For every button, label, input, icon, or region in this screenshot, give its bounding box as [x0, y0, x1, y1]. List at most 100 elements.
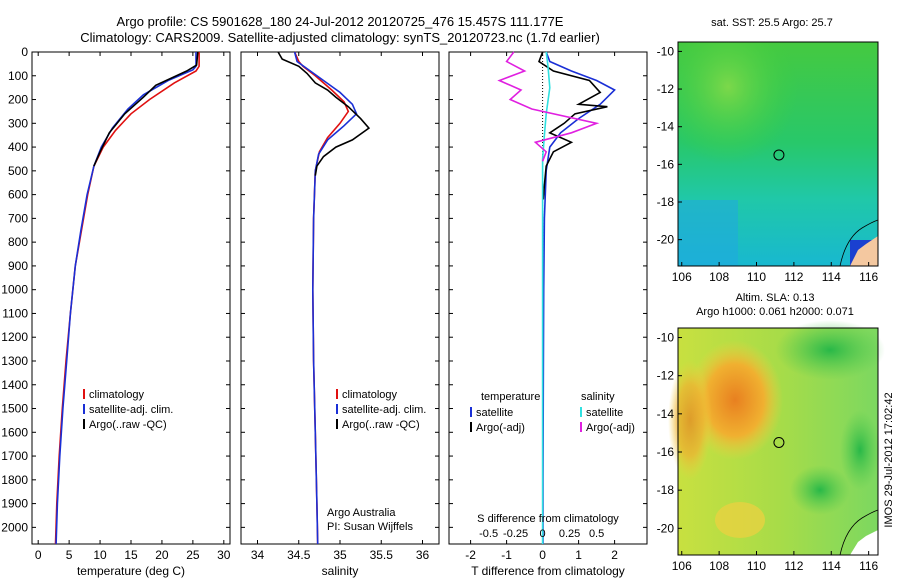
- series-satellite-sal: [541, 51, 551, 544]
- y-tick-label: 1100: [2, 306, 28, 320]
- y-tick-label: 300: [8, 116, 28, 130]
- legend-header-salinity: salinity: [581, 391, 615, 403]
- x-axis-label: salinity: [322, 564, 359, 578]
- legend-label: satellite-adj. clim.: [89, 404, 173, 416]
- legend-label: Argo(-adj): [586, 422, 635, 434]
- sst-map-axes: 106 108 110 112 114 116 -10 -12 -14 -16 -18 -20: [657, 41, 879, 284]
- pi-annotation: Argo Australia: [327, 507, 396, 519]
- series-argo-raw-qc-: [93, 51, 199, 167]
- map-x-tick-label: 114: [822, 270, 841, 284]
- x-tick-label: 15: [124, 548, 138, 562]
- x-tick-label: -2: [465, 548, 476, 562]
- salinity-panel: 34 34.5 35 35.5 36 salinity climatology satelli…: [240, 51, 440, 578]
- map-x-tick-label: 114: [822, 559, 841, 573]
- map-y-tick-label: -14: [657, 120, 675, 134]
- map-x-tick-label: 108: [709, 559, 729, 573]
- x-tick-label: 35: [333, 548, 347, 562]
- map-y-tick-label: -20: [657, 233, 675, 247]
- s-tick-label: -0.5: [479, 528, 498, 540]
- map-x-tick-label: 110: [747, 270, 766, 284]
- legend-label: satellite: [476, 407, 513, 419]
- map-y-tick-label: -16: [657, 157, 675, 171]
- y-tick-label: 1800: [1, 473, 28, 487]
- sla-map-image: [668, 320, 885, 556]
- pi-annotation: PI: Susan Wijffels: [327, 521, 413, 533]
- figure-title-line2: Climatology: CARS2009. Satellite-adjuste…: [80, 30, 600, 45]
- difference-panel: -2 -1 0 1 2 T difference from climatology temp…: [448, 51, 648, 578]
- map-x-tick-label: 106: [672, 270, 692, 284]
- map-x-tick-label: 112: [784, 559, 803, 573]
- map-x-tick-label: 106: [672, 559, 692, 573]
- x-axis-label: temperature (deg C): [77, 564, 185, 578]
- x-tick-label: 34: [251, 548, 265, 562]
- map-y-tick-label: -14: [657, 407, 675, 421]
- imos-timestamp: IMOS 29-Jul-2012 17:02:42: [883, 392, 895, 527]
- legend-label: satellite: [586, 407, 623, 419]
- sla-map-title-line2: Argo h1000: 0.061 h2000: 0.071: [696, 306, 854, 318]
- series-satellite-adj-clim-: [55, 52, 197, 545]
- map-x-tick-label: 110: [747, 559, 766, 573]
- map-y-tick-label: -10: [657, 331, 675, 345]
- map-x-tick-label: 116: [859, 559, 878, 573]
- map-y-tick-label: -20: [657, 521, 675, 535]
- legend-label: satellite-adj. clim.: [342, 404, 426, 416]
- salinity-panel-frame: [240, 51, 440, 545]
- temperature-panel: 0 5 10 15 20 25 30 temperature (deg C) 0 100 200 30…: [1, 45, 231, 578]
- figure-title-line1: Argo profile: CS 5901628_180 24-Jul-2012…: [117, 14, 564, 29]
- map-y-tick-label: -12: [657, 369, 675, 383]
- sst-map-image: [678, 42, 879, 267]
- x-tick-label: 36: [416, 548, 430, 562]
- y-tick-label: 500: [8, 164, 28, 178]
- sst-map-title: sat. SST: 25.5 Argo: 25.7: [711, 17, 833, 29]
- y-tick-label: 600: [8, 188, 28, 202]
- y-tick-label: 1500: [1, 402, 28, 416]
- y-tick-label: 1700: [1, 449, 28, 463]
- x-tick-label: 25: [186, 548, 200, 562]
- series-argo-adj-sal: [497, 51, 600, 162]
- y-tick-label: 1400: [1, 378, 28, 392]
- series-argo-raw-qc-: [277, 51, 371, 176]
- argo-location-marker: [773, 149, 785, 161]
- x-tick-label: 34.5: [287, 548, 311, 562]
- sla-map-title-line1: Altim. SLA: 0.13: [736, 292, 815, 304]
- x-tick-label: 10: [93, 548, 107, 562]
- y-tick-label: 200: [8, 93, 28, 107]
- series-satellite-adj-clim-: [293, 51, 358, 545]
- legend-label: Argo(..raw -QC): [342, 419, 420, 431]
- series-argo-adj-: [538, 51, 608, 200]
- y-tick-label: 900: [8, 259, 28, 273]
- map-frame: [677, 327, 879, 556]
- x-tick-label: -1: [501, 548, 512, 562]
- s-diff-label: S difference from climatology: [477, 513, 619, 525]
- x-tick-label: 20: [155, 548, 169, 562]
- sla-map-axes: 106 108 110 112 114 116 -10 -12 -14 -16 -18 -20: [657, 327, 879, 573]
- x-tick-label: 1: [575, 548, 582, 562]
- s-tick-label: 0: [540, 528, 546, 540]
- map-x-tick-label: 108: [709, 270, 729, 284]
- series-satellite: [542, 51, 616, 544]
- y-tick-label: 700: [8, 211, 28, 225]
- map-y-tick-label: -10: [657, 44, 675, 58]
- y-tick-label: 1000: [1, 283, 28, 297]
- y-tick-label: 2000: [1, 520, 28, 534]
- legend-label: Argo(..raw -QC): [89, 419, 167, 431]
- y-tick-label: 1300: [1, 354, 28, 368]
- y-tick-label: 0: [21, 45, 28, 59]
- map-y-tick-label: -18: [657, 483, 675, 497]
- x-tick-label: 30: [217, 548, 231, 562]
- map-x-tick-label: 116: [859, 270, 878, 284]
- x-tick-label: 5: [66, 548, 73, 562]
- legend-label: Argo(-adj): [476, 422, 525, 434]
- difference-panel-frame: [448, 51, 648, 545]
- y-tick-label: 100: [8, 69, 28, 83]
- x-tick-label: 0: [35, 548, 42, 562]
- legend-header-temperature: temperature: [481, 391, 540, 403]
- map-frame: [677, 41, 879, 267]
- s-tick-label: 0.25: [559, 528, 580, 540]
- y-tick-label: 400: [8, 140, 28, 154]
- s-tick-label: -0.25: [503, 528, 528, 540]
- x-tick-label: 35.5: [370, 548, 394, 562]
- map-x-tick-label: 112: [784, 270, 803, 284]
- s-tick-label: 0.5: [589, 528, 604, 540]
